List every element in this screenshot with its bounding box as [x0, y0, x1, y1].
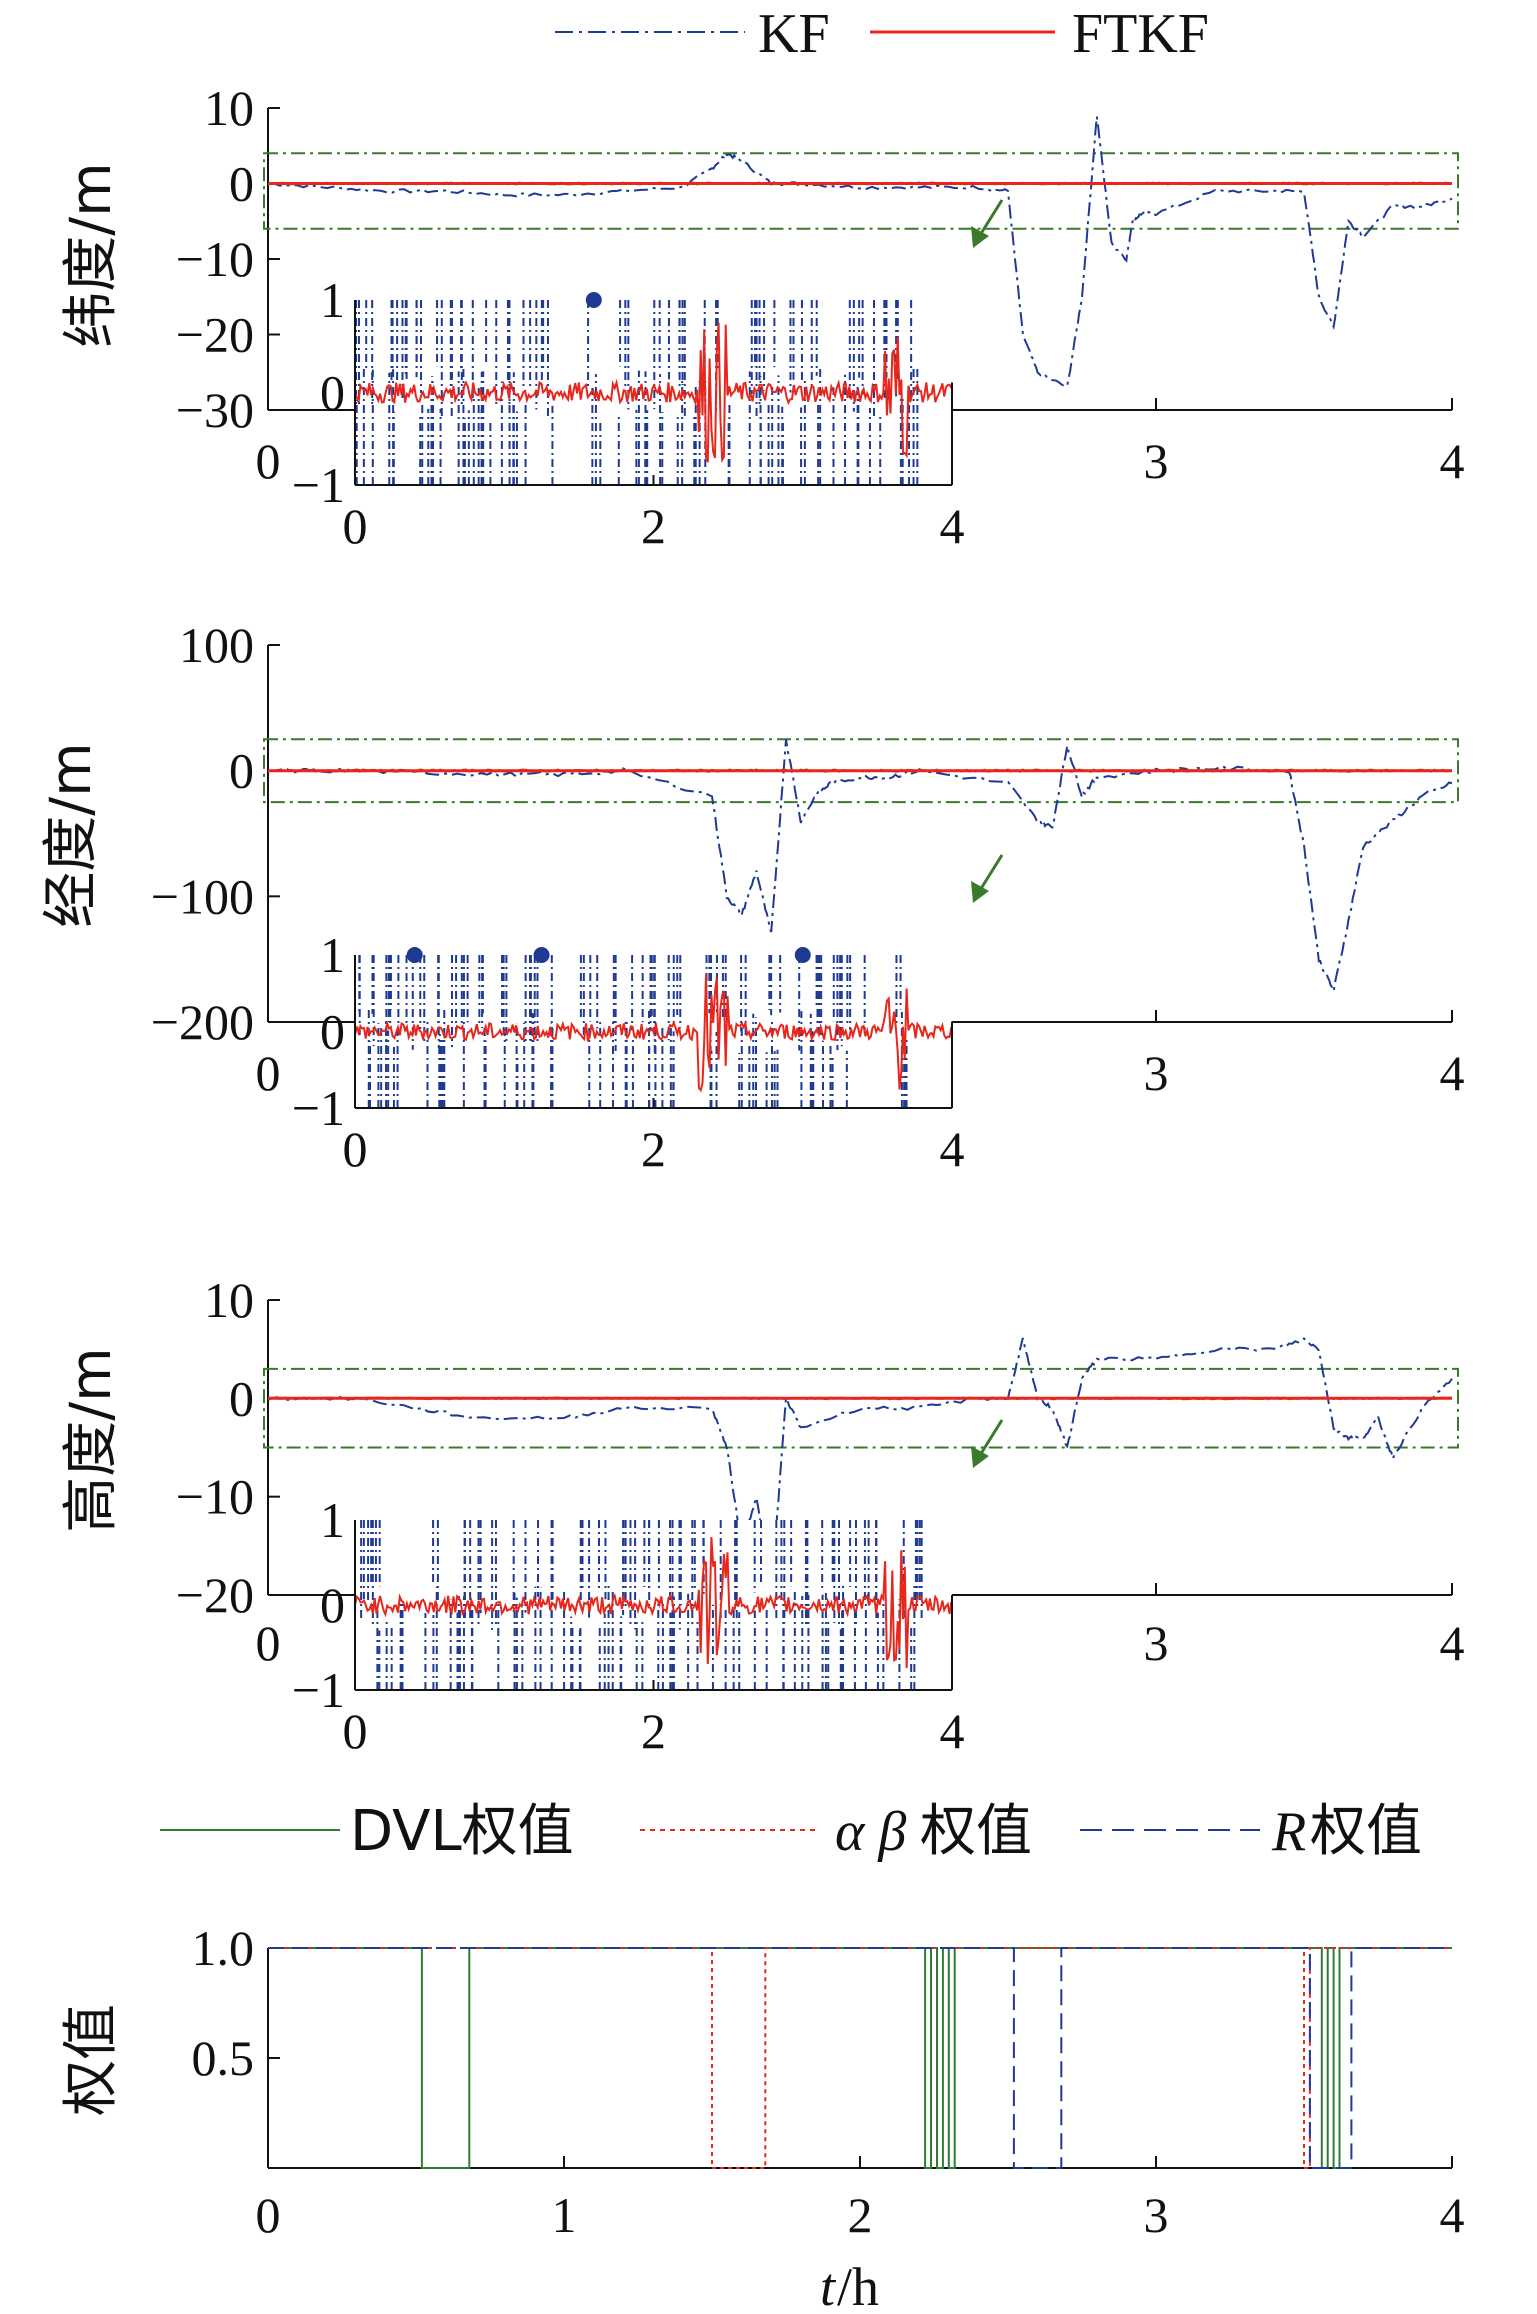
x-tick-label: 4 — [1440, 1615, 1465, 1671]
zoom-arrow-head — [971, 1446, 989, 1468]
legend-top: KF FTKF — [555, 3, 1209, 65]
inset-y-tick-label: 0 — [320, 1577, 345, 1633]
zoom-arrow-head — [971, 881, 989, 903]
y-tick-label: 0 — [229, 1370, 254, 1426]
legend-r-suffix: 权值 — [1310, 1799, 1422, 1864]
x-tick-label: 3 — [1144, 1045, 1169, 1101]
y-tick-label: 0 — [229, 156, 254, 212]
series-R权值 — [268, 1947, 1452, 2169]
inset-marker — [533, 947, 550, 963]
inset-x-tick-label: 4 — [940, 498, 965, 554]
inset-y-tick-label: −1 — [292, 1080, 345, 1136]
y-tick-label: −200 — [151, 994, 254, 1050]
legend-ftkf-label: FTKF — [1072, 3, 1209, 65]
series-FTKF-noise — [267, 1396, 1453, 1401]
inset-x-tick-label: 2 — [641, 1121, 666, 1177]
inset-y-tick-label: 1 — [320, 1492, 345, 1548]
x-tick-label: 3 — [1144, 433, 1169, 489]
inset-x-tick-label: 0 — [343, 1121, 368, 1177]
y-tick-label: −20 — [176, 307, 254, 363]
y-axis-label: 经度/m — [39, 742, 104, 927]
legend-ab-suffix: 权值 — [920, 1799, 1032, 1864]
y-axis-label: 高度/m — [59, 1347, 124, 1532]
x-tick-label: 4 — [1440, 2187, 1465, 2243]
inset-latitude: 10−10 2 4 — [292, 199, 1004, 554]
x-tick-label: 4 — [1440, 433, 1465, 489]
inset-marker — [585, 292, 602, 308]
inset-longitude: 10−10 2 4 — [292, 854, 1004, 1177]
panel-height: 100−10−200 3 4高度/m 10−10 2 4 — [59, 1272, 1465, 1759]
legend-dvl-label: DVL权值 — [350, 1799, 574, 1864]
series-FTKF-noise — [267, 768, 1452, 773]
inset-x-tick-label: 2 — [641, 1703, 666, 1759]
inset-y-tick-label: 1 — [320, 272, 345, 328]
x-tick-label: 4 — [1440, 1045, 1465, 1101]
series-αβ权值 — [268, 1947, 1452, 2169]
y-tick-label: 1.0 — [192, 1920, 255, 1976]
x-tick-label: 0 — [256, 433, 281, 489]
series-FTKF-noise — [267, 181, 1453, 186]
inset-y-tick-label: −1 — [292, 457, 345, 513]
y-tick-label: −20 — [176, 1567, 254, 1623]
inset-x-tick-label: 0 — [343, 1703, 368, 1759]
panel-latitude: 100−10−20−300 3 4纬度/m 10−10 2 4 — [59, 80, 1465, 554]
inset-ftkf — [354, 322, 953, 464]
y-tick-label: 0.5 — [192, 2030, 255, 2086]
legend-r-italic: R — [1271, 1801, 1306, 1863]
inset-ftkf — [354, 1537, 953, 1669]
y-tick-label: −30 — [176, 382, 254, 438]
x-tick-label: 1 — [552, 2187, 577, 2243]
y-tick-label: 10 — [204, 1272, 254, 1328]
inset-marker — [794, 947, 811, 963]
inset-x-tick-label: 2 — [641, 498, 666, 554]
y-axis-label: 纬度/m — [59, 162, 124, 347]
zoom-band — [263, 152, 1459, 230]
y-tick-label: 0 — [229, 743, 254, 799]
inset-y-tick-label: 0 — [320, 1004, 345, 1060]
y-tick-label: 100 — [179, 617, 254, 673]
inset-y-tick-label: −1 — [292, 1662, 345, 1718]
x-axis-label-italic: t — [820, 2257, 837, 2314]
inset-y-tick-label: 1 — [320, 927, 345, 983]
series-DVL权值 — [268, 1947, 1452, 2169]
legend-ab-greek: α β — [835, 1801, 906, 1863]
y-tick-label: −10 — [176, 231, 254, 287]
zoom-arrow-head — [971, 226, 989, 248]
y-tick-label: −10 — [176, 1469, 254, 1525]
x-tick-label: 0 — [256, 1615, 281, 1671]
series-KF — [267, 1337, 1453, 1595]
x-tick-label: 0 — [256, 1045, 281, 1101]
y-axis-label: 权值 — [59, 2004, 124, 2116]
legend-kf-label: KF — [758, 3, 830, 65]
x-axis-label-unit: /h — [837, 2257, 879, 2314]
y-tick-label: 10 — [204, 80, 254, 136]
inset-y-tick-label: 0 — [320, 365, 345, 421]
legend-weights: DVL权值 α β 权值 R 权值 — [160, 1799, 1422, 1864]
inset-x-tick-label: 4 — [940, 1703, 965, 1759]
inset-height: 10−10 2 4 — [292, 1419, 1004, 1759]
x-tick-label: 2 — [848, 2187, 873, 2243]
x-tick-label: 0 — [256, 2187, 281, 2243]
inset-x-tick-label: 4 — [940, 1121, 965, 1177]
zoom-band — [263, 1367, 1459, 1449]
x-tick-label: 3 — [1144, 1615, 1169, 1671]
panel-weights: 1.0 0.5 0 1 2 3 4 权值 — [59, 1920, 1465, 2243]
inset-x-tick-label: 0 — [343, 498, 368, 554]
zoom-band — [263, 738, 1459, 804]
inset-ftkf — [354, 974, 953, 1093]
series-KF — [267, 116, 1453, 387]
y-tick-label: −100 — [151, 868, 254, 924]
series-KF — [267, 739, 1453, 995]
inset-marker — [406, 947, 423, 963]
x-tick-label: 3 — [1144, 2187, 1169, 2243]
